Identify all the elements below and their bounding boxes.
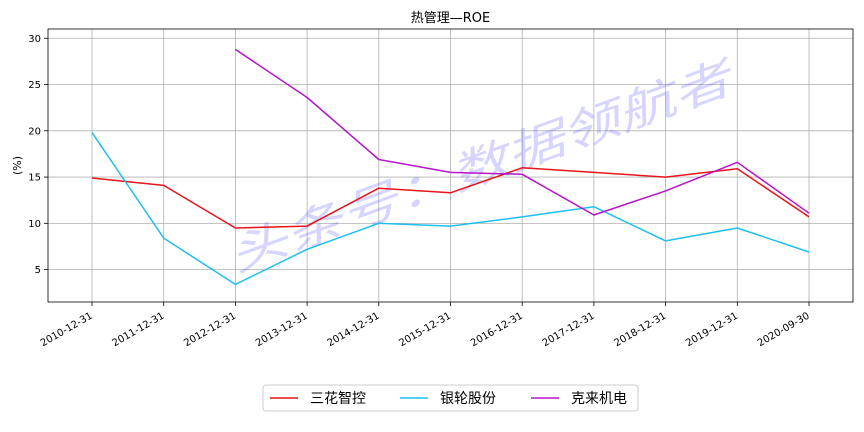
x-tick-label: 2018-12-31: [612, 311, 668, 350]
y-tick-label: 10: [28, 219, 41, 230]
series-line-2: [234, 48, 810, 216]
y-tick-label: 15: [28, 173, 41, 184]
x-tick-label: 2011-12-31: [111, 311, 167, 350]
y-axis-ticks: 5 10 15 20 25 30: [28, 34, 48, 276]
series-lines: [91, 48, 810, 286]
y-tick-label: 5: [35, 265, 41, 276]
x-tick-label: 2015-12-31: [397, 311, 453, 350]
x-tick-label: 2014-12-31: [326, 311, 382, 350]
legend-box: [262, 384, 639, 412]
legend-label-2: 克来机电: [571, 391, 627, 407]
x-tick-label: 2016-12-31: [469, 311, 525, 350]
x-tick-label: 2019-12-31: [684, 311, 740, 350]
series-line-1: [91, 132, 810, 286]
x-axis-ticks: 2010-12-31 2011-12-31 2012-12-31 2013-12-31…: [39, 302, 812, 349]
x-tick-label: 2017-12-31: [541, 311, 597, 350]
legend-label-1: 银轮股份: [440, 391, 496, 407]
legend-label-0: 三花智控: [310, 391, 366, 407]
x-tick-label: 2012-12-31: [182, 311, 238, 350]
x-tick-label: 2013-12-31: [254, 311, 310, 350]
y-tick-label: 20: [28, 126, 41, 137]
legend: 三花智控 银轮股份 克来机电: [262, 384, 639, 412]
x-tick-label: 2020-09-30: [756, 311, 812, 350]
x-tick-label: 2010-12-31: [39, 311, 95, 350]
grid-lines: [48, 29, 853, 302]
y-tick-label: 30: [28, 34, 41, 45]
y-tick-label: 25: [28, 80, 41, 91]
series-line-0: [91, 167, 810, 229]
y-axis-label: (%): [11, 156, 24, 175]
chart-title: 热管理—ROE: [411, 11, 490, 26]
